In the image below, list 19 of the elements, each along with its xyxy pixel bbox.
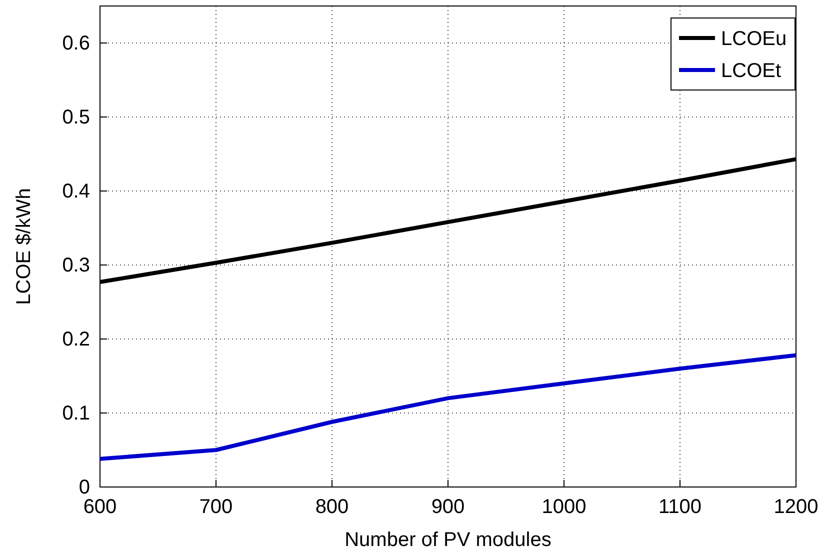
x-tick-label: 1100 <box>658 496 702 518</box>
x-tick-label: 1200 <box>774 496 818 518</box>
y-tick-label: 0.4 <box>62 180 90 202</box>
x-axis-title: Number of PV modules <box>344 529 552 551</box>
x-tick-label: 1000 <box>542 496 586 518</box>
y-tick-label: 0.2 <box>62 328 90 350</box>
y-tick-label: 0 <box>78 476 90 498</box>
y-tick-label: 0.5 <box>62 106 90 128</box>
x-tick-label: 600 <box>83 496 117 518</box>
y-axis-title: LCOE $/kWh <box>13 188 35 305</box>
legend-label: LCOEt <box>721 60 782 82</box>
y-tick-label: 0.6 <box>62 32 90 54</box>
y-tick-label: 0.1 <box>62 402 90 424</box>
x-tick-label: 800 <box>315 496 349 518</box>
x-tick-label: 700 <box>199 496 233 518</box>
line-series <box>98 353 798 461</box>
legend-label: LCOEu <box>721 28 787 50</box>
x-tick-label: 900 <box>431 496 465 518</box>
y-tick-label: 0.3 <box>62 254 90 276</box>
